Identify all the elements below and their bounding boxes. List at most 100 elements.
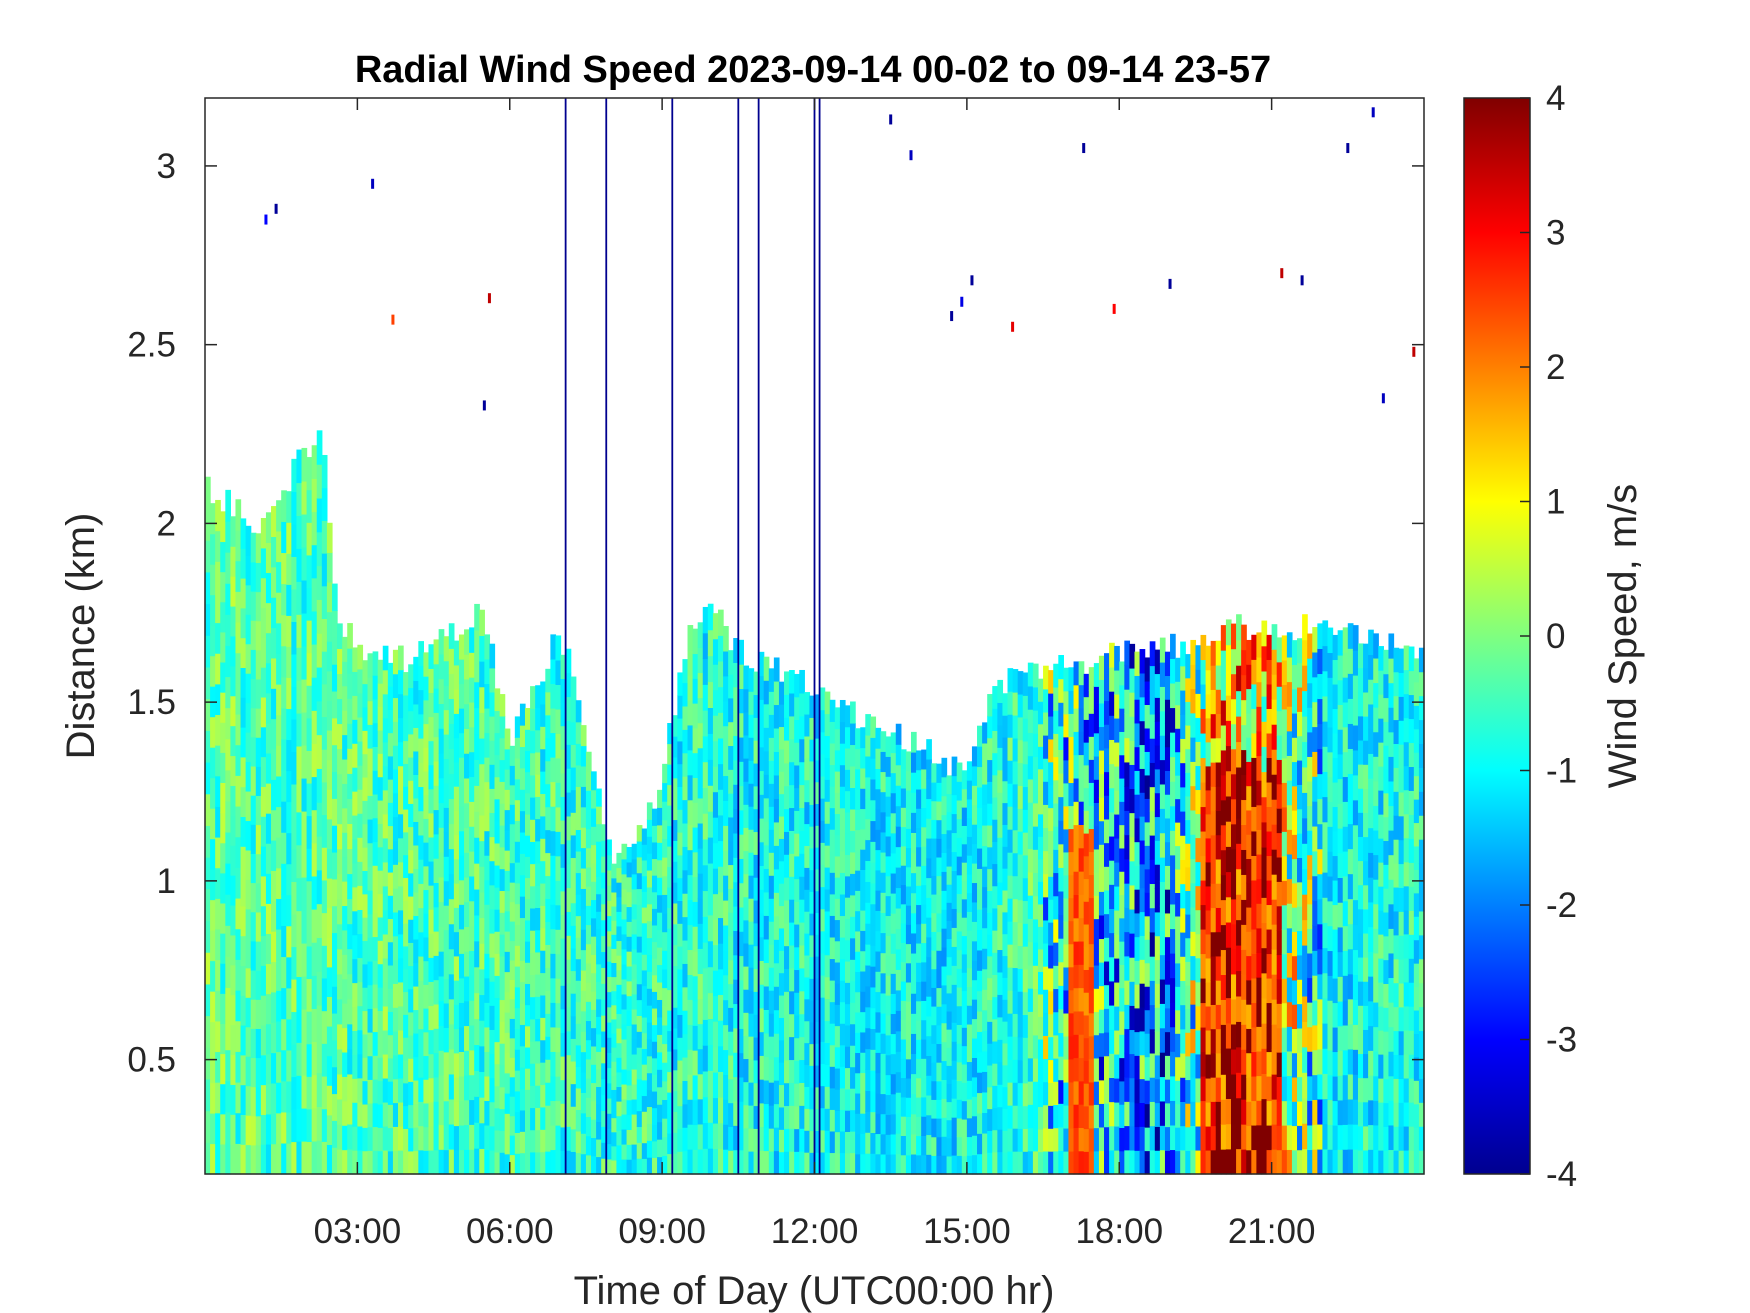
- heatmap-cell: [499, 737, 506, 761]
- heatmap-cell: [778, 1017, 785, 1041]
- heatmap-cell: [377, 706, 384, 731]
- heatmap-cell: [1129, 1053, 1136, 1079]
- heatmap-cell: [606, 1052, 612, 1069]
- heatmap-cell: [1297, 711, 1303, 737]
- heatmap-cell: [733, 1003, 739, 1029]
- heatmap-cell: [1093, 686, 1100, 711]
- heatmap-cell: [585, 828, 592, 849]
- heatmap-cell: [550, 879, 557, 905]
- heatmap-cell: [763, 985, 770, 1010]
- heatmap-cell: [255, 533, 262, 564]
- heatmap-cell: [804, 713, 811, 737]
- heatmap-cell: [941, 1060, 948, 1081]
- heatmap-cell: [1073, 1057, 1080, 1082]
- heatmap-cell: [890, 1073, 897, 1095]
- heatmap-cell: [839, 936, 846, 960]
- heatmap-cell: [235, 897, 242, 930]
- heatmap-cell: [651, 1157, 658, 1175]
- heatmap-cell: [570, 857, 577, 881]
- heatmap-cell: [738, 688, 744, 714]
- heatmap-cell: [453, 664, 460, 690]
- heatmap-cell: [931, 1080, 937, 1100]
- heatmap-cell: [585, 1078, 592, 1098]
- heatmap-cell: [982, 1091, 988, 1114]
- heatmap-cell: [636, 936, 643, 953]
- heatmap-cell: [926, 1055, 932, 1076]
- heatmap-cell: [1037, 791, 1044, 815]
- heatmap-cell: [743, 711, 750, 736]
- heatmap-cell: [621, 1113, 628, 1130]
- heatmap-cell: [626, 921, 633, 937]
- heatmap-cell: [438, 1149, 445, 1175]
- heatmap-cell: [626, 1025, 633, 1041]
- heatmap-cell: [1154, 768, 1161, 794]
- heatmap-cell: [255, 882, 262, 913]
- heatmap-cell: [1017, 1151, 1024, 1175]
- heatmap-cell: [987, 934, 993, 957]
- heatmap-cell: [768, 1036, 775, 1060]
- heatmap-cell: [306, 1011, 313, 1045]
- heatmap-cell: [956, 893, 963, 913]
- heatmap-cell: [895, 1030, 902, 1052]
- heatmap-cell: [1043, 989, 1049, 1013]
- heatmap-cell: [834, 1152, 841, 1175]
- heatmap-cell: [733, 930, 739, 956]
- heatmap-cell: [382, 1053, 389, 1079]
- heatmap-cell: [758, 699, 765, 724]
- heatmap-cell: [855, 1153, 861, 1175]
- heatmap-cell: [855, 1072, 861, 1094]
- heatmap-cell: [438, 852, 445, 878]
- heatmap-cell: [1271, 1049, 1278, 1075]
- heatmap-cell: [911, 1113, 917, 1135]
- heatmap-cell: [326, 877, 333, 909]
- heatmap-cell: [1230, 1148, 1237, 1175]
- heatmap-cell: [220, 872, 226, 904]
- heatmap-cell: [1256, 1100, 1263, 1126]
- heatmap-cell: [387, 895, 394, 920]
- heatmap-cell: [870, 737, 877, 759]
- heatmap-cell: [1210, 1028, 1217, 1054]
- heatmap-cell: [210, 1113, 216, 1145]
- heatmap-cell: [911, 952, 917, 974]
- heatmap-cell: [733, 1052, 739, 1078]
- heatmap-cell: [1327, 801, 1334, 827]
- heatmap-cell: [276, 592, 282, 624]
- heatmap-cell: [1251, 708, 1257, 734]
- heatmap-cell: [1017, 945, 1024, 969]
- heatmap-cell: [271, 1143, 277, 1175]
- heatmap-cell: [738, 955, 744, 981]
- heatmap-cell: [265, 843, 272, 874]
- heatmap-cell: [392, 768, 399, 794]
- heatmap-cell: [570, 676, 577, 700]
- heatmap-cell: [1347, 923, 1354, 950]
- heatmap-cell: [321, 814, 328, 848]
- heatmap-cell: [911, 812, 917, 833]
- heatmap-cell: [966, 873, 973, 894]
- heatmap-cell: [265, 903, 272, 934]
- heatmap-cell: [606, 1006, 612, 1023]
- heatmap-cell: [1327, 975, 1334, 1001]
- heatmap-cell: [479, 994, 485, 1021]
- heatmap-cell: [240, 637, 247, 668]
- heatmap-cell: [1225, 695, 1232, 721]
- heatmap-cell: [1114, 933, 1120, 959]
- heatmap-cell: [1073, 964, 1080, 989]
- heatmap-cell: [1159, 1076, 1166, 1102]
- heatmap-cell: [286, 584, 292, 616]
- heatmap-cell: [916, 942, 922, 963]
- heatmap-cell: [321, 1075, 328, 1110]
- heatmap-cell: [662, 1043, 668, 1063]
- heatmap-cell: [1048, 944, 1054, 969]
- heatmap-cell: [931, 1043, 937, 1063]
- heatmap-cell: [880, 952, 887, 974]
- heatmap-cell: [870, 799, 877, 822]
- heatmap-cell: [895, 969, 902, 991]
- heatmap-cell: [225, 956, 231, 989]
- heatmap-cell: [1190, 809, 1197, 835]
- heatmap-cell: [1332, 830, 1339, 857]
- heatmap-cell: [250, 1086, 257, 1117]
- heatmap-cell: [971, 940, 978, 961]
- heatmap-cell: [337, 873, 343, 900]
- heatmap-cell: [723, 725, 729, 752]
- heatmap-cell: [210, 594, 216, 626]
